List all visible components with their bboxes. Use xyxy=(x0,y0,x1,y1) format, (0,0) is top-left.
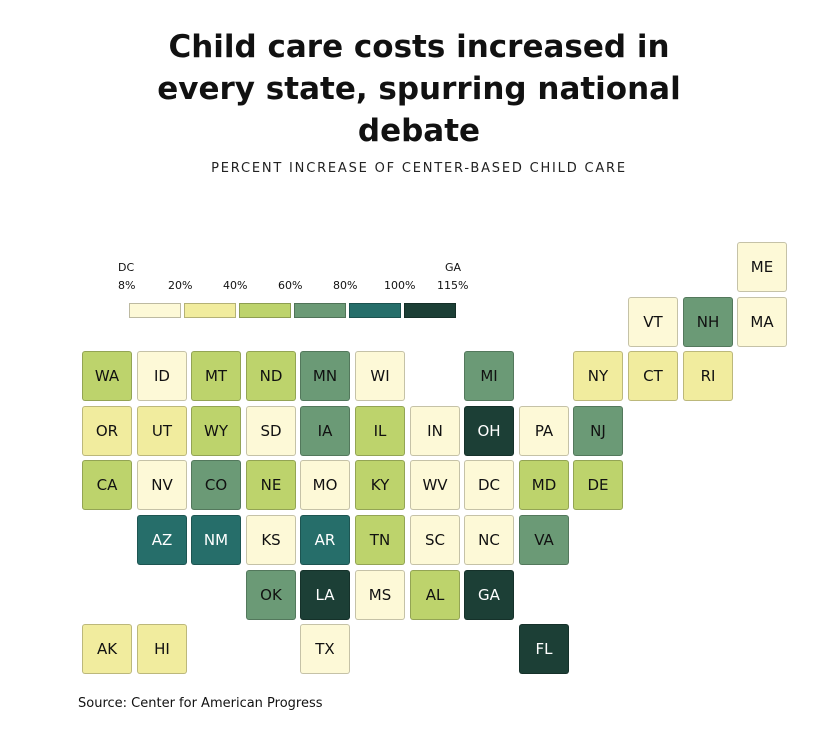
state-tile-dc: DC xyxy=(464,460,514,510)
legend-swatch xyxy=(404,303,456,318)
legend-min-state-label: DC xyxy=(118,261,135,274)
state-tile-ct: CT xyxy=(628,351,678,401)
state-tile-tn: TN xyxy=(355,515,405,565)
state-tile-ny: NY xyxy=(573,351,623,401)
chart-subtitle: PERCENT INCREASE OF CENTER-BASED CHILD C… xyxy=(211,161,627,176)
state-tile-sd: SD xyxy=(246,406,296,456)
state-tile-il: IL xyxy=(355,406,405,456)
state-tile-pa: PA xyxy=(519,406,569,456)
state-tile-la: LA xyxy=(300,570,350,620)
state-tile-wv: WV xyxy=(410,460,460,510)
state-tile-mo: MO xyxy=(300,460,350,510)
legend-tick-label: 40% xyxy=(223,279,248,292)
state-tile-ca: CA xyxy=(82,460,132,510)
state-tile-vt: VT xyxy=(628,297,678,347)
state-tile-oh: OH xyxy=(464,406,514,456)
legend-tick-label: 115% xyxy=(437,279,469,292)
state-tile-az: AZ xyxy=(137,515,187,565)
state-tile-hi: HI xyxy=(137,624,187,674)
chart-title: Child care costs increased in every stat… xyxy=(0,26,838,152)
state-tile-nc: NC xyxy=(464,515,514,565)
state-tile-ms: MS xyxy=(355,570,405,620)
state-tile-nv: NV xyxy=(137,460,187,510)
state-tile-ia: IA xyxy=(300,406,350,456)
state-tile-ga: GA xyxy=(464,570,514,620)
state-tile-wa: WA xyxy=(82,351,132,401)
legend-tick-label: 100% xyxy=(384,279,416,292)
state-tile-ak: AK xyxy=(82,624,132,674)
state-tile-ut: UT xyxy=(137,406,187,456)
state-tile-nh: NH xyxy=(683,297,733,347)
state-tile-sc: SC xyxy=(410,515,460,565)
chart-title-line: every state, spurring national xyxy=(157,71,681,107)
state-tile-co: CO xyxy=(191,460,241,510)
state-tile-or: OR xyxy=(82,406,132,456)
state-tile-me: ME xyxy=(737,242,787,292)
state-tile-mn: MN xyxy=(300,351,350,401)
state-tile-mt: MT xyxy=(191,351,241,401)
state-tile-ks: KS xyxy=(246,515,296,565)
state-tile-ne: NE xyxy=(246,460,296,510)
chart-title-line: debate xyxy=(357,113,481,149)
state-tile-in: IN xyxy=(410,406,460,456)
legend-tick-label: 8% xyxy=(118,279,136,292)
legend-swatch xyxy=(349,303,401,318)
state-tile-ma: MA xyxy=(737,297,787,347)
state-tile-wy: WY xyxy=(191,406,241,456)
state-tile-tx: TX xyxy=(300,624,350,674)
legend-swatch xyxy=(239,303,291,318)
state-tile-ri: RI xyxy=(683,351,733,401)
state-tile-wi: WI xyxy=(355,351,405,401)
state-tile-ar: AR xyxy=(300,515,350,565)
legend-tick-label: 80% xyxy=(333,279,358,292)
state-tile-md: MD xyxy=(519,460,569,510)
state-tile-nm: NM xyxy=(191,515,241,565)
source-note: Source: Center for American Progress xyxy=(78,696,323,711)
legend-swatch xyxy=(129,303,181,318)
state-tile-de: DE xyxy=(573,460,623,510)
state-tile-al: AL xyxy=(410,570,460,620)
state-tile-va: VA xyxy=(519,515,569,565)
state-tile-nj: NJ xyxy=(573,406,623,456)
state-tile-id: ID xyxy=(137,351,187,401)
state-tile-fl: FL xyxy=(519,624,569,674)
state-tile-ky: KY xyxy=(355,460,405,510)
legend-tick-label: 20% xyxy=(168,279,193,292)
legend-swatch xyxy=(184,303,236,318)
state-tile-nd: ND xyxy=(246,351,296,401)
state-tile-mi: MI xyxy=(464,351,514,401)
state-tile-ok: OK xyxy=(246,570,296,620)
legend-tick-label: 60% xyxy=(278,279,303,292)
legend-swatch xyxy=(294,303,346,318)
legend-max-state-label: GA xyxy=(445,261,462,274)
chart-title-line: Child care costs increased in xyxy=(168,29,670,65)
